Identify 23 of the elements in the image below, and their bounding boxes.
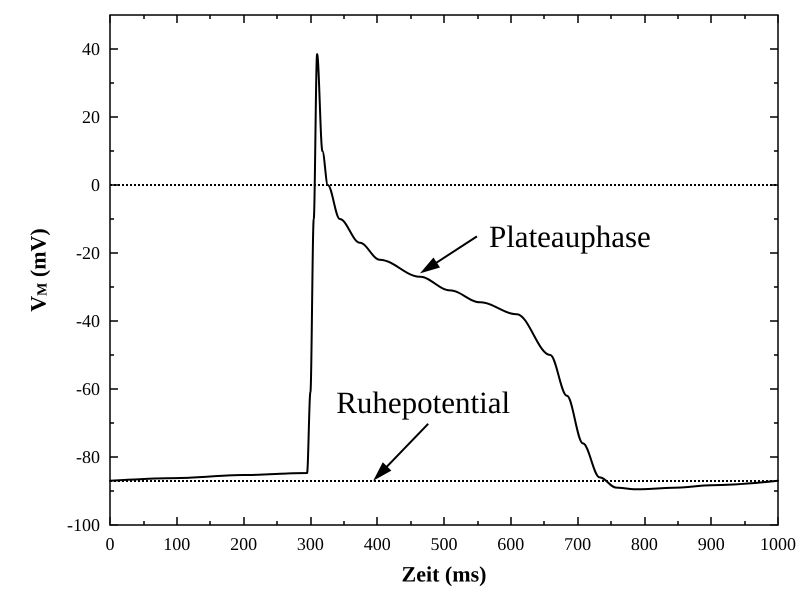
y-tick-label: -20 <box>76 243 100 263</box>
y-tick-label: -80 <box>76 447 100 467</box>
x-axis-title: Zeit (ms) <box>402 562 486 586</box>
y-tick-label: 20 <box>82 107 100 127</box>
y-tick-label: 0 <box>91 175 100 195</box>
y-tick-label: -60 <box>76 379 100 399</box>
x-tick-label: 200 <box>230 534 258 554</box>
y-tick-label: -100 <box>67 515 100 535</box>
x-tick-label: 300 <box>296 534 324 554</box>
x-tick-label: 900 <box>698 534 725 554</box>
y-tick-label: -40 <box>76 311 100 331</box>
x-tick-label: 1000 <box>760 534 796 554</box>
x-tick-label: 700 <box>564 534 592 554</box>
x-tick-label: 800 <box>630 534 658 554</box>
x-tick-label: 600 <box>497 534 524 554</box>
x-tick-label: 0 <box>106 534 114 554</box>
x-tick-label: 400 <box>364 534 391 554</box>
y-axis-title: VM (mV) <box>26 228 50 312</box>
y-tick-label: 40 <box>82 39 100 59</box>
x-tick-label: 500 <box>430 534 458 554</box>
x-tick-label: 100 <box>163 534 190 554</box>
annotation: Ruhepotential <box>336 384 510 420</box>
annotation: Plateauphase <box>488 218 651 254</box>
